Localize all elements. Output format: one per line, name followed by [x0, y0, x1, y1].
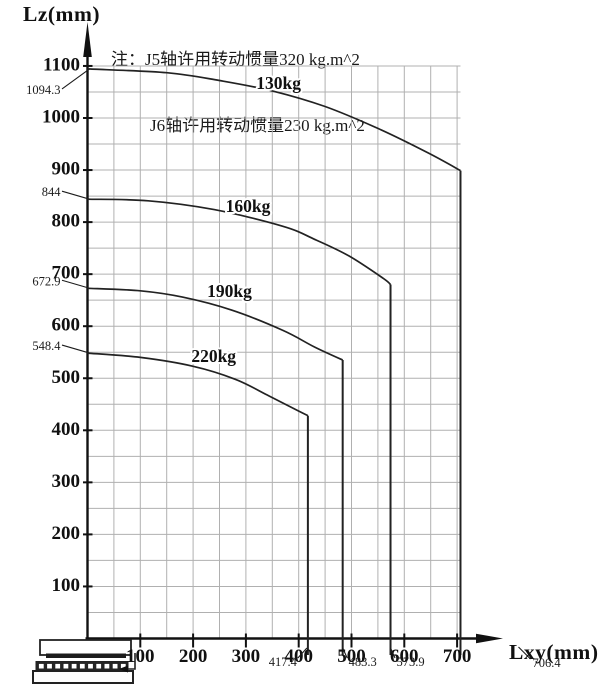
- x-axis-arrow: [476, 633, 503, 644]
- inertia-note: 注：J5轴许用转动惯量320 kg.m^2 J6轴许用转动惯量230 kg.m^…: [111, 5, 365, 181]
- y-tick-label: 1100: [43, 54, 80, 75]
- leader-line: [390, 647, 396, 659]
- flange-tooth: [46, 663, 53, 670]
- flange-tooth: [38, 663, 45, 670]
- bottom-annotations: 417.4 483.3 573.9 706.4: [269, 646, 561, 670]
- max-lxy-label: 483.3: [349, 655, 377, 669]
- y-tick-label: 1000: [42, 107, 80, 128]
- flange-dark-bar: [46, 653, 126, 658]
- x-tick-label: 300: [232, 646, 261, 667]
- note-line-1: 注：J5轴许用转动惯量320 kg.m^2: [111, 50, 360, 69]
- y-tick-label: 300: [52, 471, 81, 492]
- curve-190kg: [87, 287, 344, 361]
- leader-line: [297, 647, 308, 659]
- x-axis-title: Lxy(mm): [509, 640, 599, 664]
- y-tick-label: 700: [52, 263, 81, 284]
- flange-tooth: [103, 663, 111, 670]
- max-lz-label: 548.4: [32, 339, 61, 353]
- curve-130kg: [87, 68, 461, 172]
- y-tick-label: 500: [52, 367, 81, 388]
- flange-tooth: [54, 663, 61, 670]
- y-axis-title: Lz(mm): [23, 2, 101, 26]
- flange-tooth: [95, 663, 102, 670]
- y-tick-label: 200: [52, 523, 81, 544]
- flange-arrow: [119, 665, 128, 673]
- max-lxy-label: 706.4: [532, 656, 561, 670]
- curve-160kg: [87, 198, 392, 286]
- x-tick-label: 700: [443, 646, 472, 667]
- y-tick-label: 600: [52, 315, 81, 336]
- flange-tooth: [87, 663, 94, 670]
- axes: [83, 22, 503, 644]
- robot-flange-drawing: [32, 639, 136, 684]
- curve-label-130kg: 130kg: [256, 73, 301, 93]
- flange-tooth: [70, 663, 78, 670]
- flange-tooth: [79, 663, 86, 670]
- x-tick-label: 100: [126, 646, 155, 667]
- y-tick-label: 800: [52, 211, 81, 232]
- x-tick-label: 600: [390, 646, 419, 667]
- leader-line: [61, 68, 90, 90]
- leader-line: [61, 190, 90, 200]
- y-tick-label: 400: [52, 419, 81, 440]
- max-lxy-label: 573.9: [397, 655, 425, 669]
- leader-line: [61, 279, 90, 289]
- curve-220kg: [87, 352, 309, 417]
- curve-label-190kg: 190kg: [207, 281, 252, 301]
- max-lxy-label: 417.4: [269, 655, 298, 669]
- series-curves: [87, 68, 462, 655]
- tick-labels: 1100 1000 900 800 700 600 500 400 300 200 100 100 20…: [42, 54, 471, 667]
- y-axis-arrow: [83, 22, 92, 57]
- y-tick-label: 100: [52, 575, 81, 596]
- flange-base-plate: [32, 670, 134, 684]
- max-lz-label: 844: [42, 185, 62, 199]
- flange-bracket-line: [128, 653, 136, 670]
- flange-tooth: [111, 663, 119, 670]
- curve-label-160kg: 160kg: [226, 196, 271, 216]
- y-tick-label: 900: [52, 159, 81, 180]
- leader-line: [518, 646, 531, 660]
- left-annotations: 1094.3 844 672.9 548.4: [26, 68, 90, 354]
- x-tick-label: 200: [179, 646, 208, 667]
- leader-line: [342, 647, 348, 659]
- note-line-2: J6轴许用转动惯量230 kg.m^2: [150, 116, 365, 135]
- flange-tooth: [62, 663, 70, 670]
- grid: [87, 65, 461, 639]
- curve-label-220kg: 220kg: [191, 346, 236, 366]
- max-lz-label: 672.9: [32, 274, 60, 288]
- max-lz-label: 1094.3: [26, 83, 60, 97]
- leader-line: [61, 344, 90, 354]
- flange-top-plate: [39, 639, 132, 656]
